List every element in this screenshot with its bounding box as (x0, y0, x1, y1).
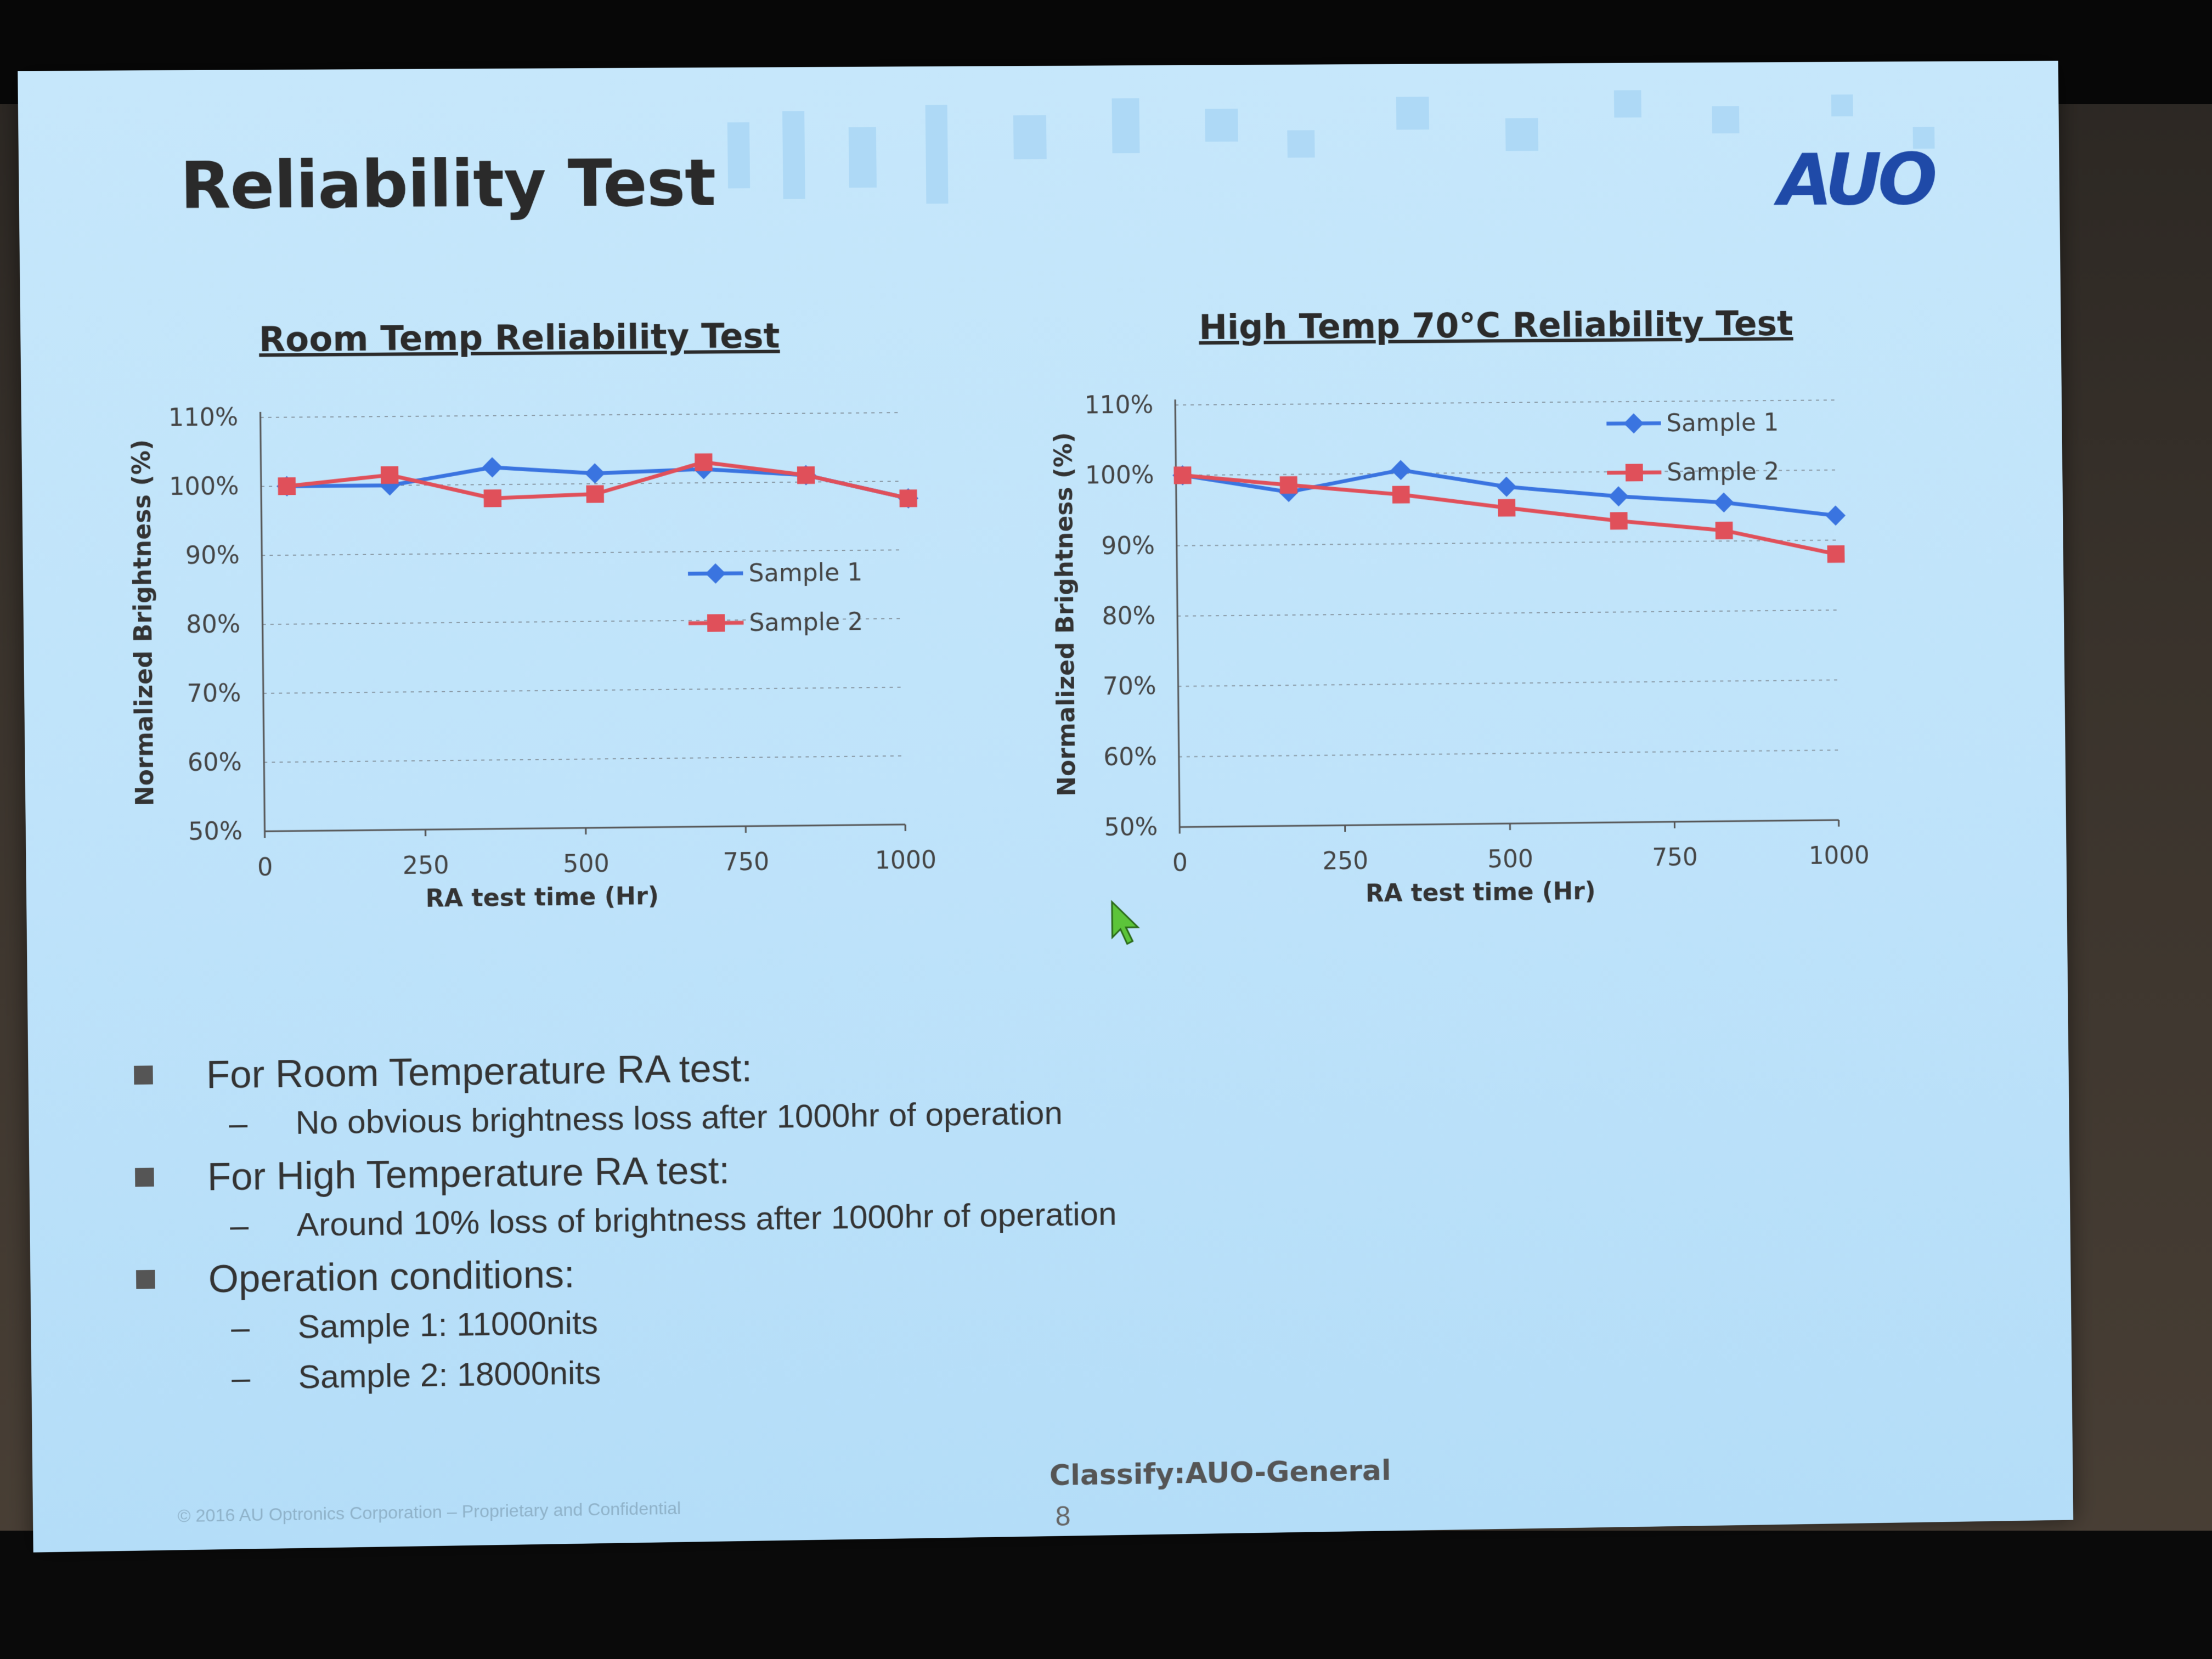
sub-bullet-item: – No obvious brightness loss after 1000hr… (134, 1087, 1565, 1143)
bullet-square-icon (136, 1270, 155, 1289)
y-tick-label: 100% (1085, 461, 1154, 490)
chart-title-room-temp: Room Temp Reliability Test (259, 316, 780, 360)
gridline (1178, 680, 1837, 687)
bullet-text: Operation conditions: (208, 1252, 575, 1301)
x-tick-label: 250 (1322, 847, 1368, 876)
gridline (262, 550, 902, 555)
x-tick-label: 500 (1487, 845, 1533, 874)
dash-marker: – (230, 1206, 249, 1245)
classification-label: Classify:AUO-General (1049, 1454, 1391, 1493)
y-tick-label: 60% (1103, 743, 1157, 771)
bullet-item: For Room Temperature RA test: (134, 1036, 1565, 1098)
data-point-sample2 (899, 489, 917, 507)
gridline (1177, 610, 1836, 616)
bullet-item: For High Temperature RA test: (135, 1137, 1566, 1200)
gridline (264, 756, 905, 763)
data-point-sample1 (482, 457, 503, 477)
projector-bottom-border (0, 1531, 2212, 1659)
gridline (1179, 750, 1838, 757)
x-tick-label: 0 (1172, 849, 1188, 877)
y-tick-label: 90% (185, 541, 240, 570)
x-axis-label-high-temp: RA test time (Hr) (1365, 877, 1596, 907)
y-tick-label: 80% (186, 610, 241, 639)
data-point-sample2 (278, 477, 296, 495)
data-point-sample2 (1498, 499, 1515, 517)
x-tick-label: 750 (723, 848, 770, 877)
legend-marker-sample1 (706, 563, 726, 584)
sub-bullet-text: No obvious brightness loss after 1000hr … (295, 1094, 1063, 1141)
x-tick-label: 0 (257, 854, 273, 882)
bullet-square-icon (135, 1168, 154, 1187)
gridline (261, 413, 901, 417)
y-tick-label: 90% (1101, 532, 1155, 560)
data-point-sample1 (1391, 460, 1411, 480)
legend-label: Sample 1 (748, 558, 862, 588)
bullet-text: For High Temperature RA test: (207, 1149, 730, 1199)
sub-bullet-text: Sample 1: 11000nits (297, 1304, 598, 1345)
dash-marker: – (229, 1104, 247, 1143)
data-point-sample1 (1826, 505, 1846, 526)
x-tick-label: 1000 (875, 846, 937, 874)
y-tick-label: 110% (168, 403, 239, 432)
y-tick-label: 60% (188, 748, 242, 777)
dash-marker: – (231, 1308, 250, 1347)
data-point-sample2 (695, 453, 712, 471)
data-point-sample2 (1827, 545, 1845, 563)
bullet-square-icon (134, 1065, 153, 1085)
x-tick-label: 500 (563, 850, 610, 878)
dash-marker: – (232, 1358, 250, 1397)
y-axis-line (261, 412, 265, 831)
y-axis-line (1175, 399, 1180, 827)
data-point-sample2 (1280, 476, 1297, 494)
data-point-sample2 (1392, 486, 1410, 504)
legend-label: Sample 2 (749, 608, 863, 637)
chart-title-high-temp: High Temp 70°C Reliability Test (1199, 303, 1793, 347)
x-tick-label: 250 (403, 851, 449, 880)
sub-bullet-text: Around 10% loss of brightness after 1000… (296, 1195, 1116, 1243)
y-tick-label: 50% (1104, 813, 1158, 842)
y-tick-label: 50% (188, 817, 243, 846)
data-point-sample2 (1610, 512, 1628, 529)
gridline (1177, 540, 1836, 545)
x-axis-label-room-temp: RA test time (Hr) (425, 882, 659, 913)
y-axis-label-room-temp: Normalized Brightness (%) (127, 439, 160, 806)
gridline (1175, 400, 1834, 405)
y-tick-label: 80% (1102, 602, 1155, 630)
data-point-sample1 (1714, 493, 1734, 513)
y-tick-label: 70% (187, 679, 241, 708)
charts-area: Room Temp Reliability Test High Temp 70°… (18, 61, 2067, 978)
y-tick-label: 100% (169, 472, 239, 501)
data-point-sample1 (1497, 477, 1517, 497)
data-point-sample2 (797, 466, 815, 484)
data-point-sample2 (1716, 522, 1733, 539)
data-point-sample1 (585, 463, 605, 483)
data-point-sample2 (586, 485, 604, 503)
sub-bullet-item: – Sample 2: 18000nits (137, 1339, 1567, 1398)
presentation-slide: Reliability Test AUO Room Temp Reliabili… (18, 61, 2073, 1553)
x-tick-label: 750 (1652, 843, 1698, 871)
bullet-list: For Room Temperature RA test: – No obvious… (134, 1036, 1568, 1410)
legend-marker-sample2 (1626, 464, 1643, 481)
mouse-cursor-icon (1109, 899, 1143, 949)
legend-label: Sample 1 (1666, 409, 1779, 437)
legend-marker-sample1 (1624, 414, 1644, 434)
sub-bullet-text: Sample 2: 18000nits (298, 1354, 601, 1395)
data-point-sample2 (381, 466, 399, 484)
copyright-text: © 2016 AU Optronics Corporation – Propri… (177, 1498, 681, 1527)
y-tick-label: 70% (1103, 673, 1156, 701)
legend-marker-sample2 (707, 614, 725, 631)
page-number: 8 (1055, 1500, 1070, 1532)
sub-bullet-item: – Around 10% loss of brightness after 100… (136, 1189, 1566, 1246)
data-point-sample2 (484, 489, 502, 507)
y-tick-label: 110% (1084, 391, 1153, 420)
data-point-sample1 (1609, 486, 1628, 506)
x-tick-label: 1000 (1809, 842, 1870, 870)
gridline (263, 687, 904, 693)
y-axis-label-high-temp: Normalized Brightness (%) (1049, 432, 1081, 797)
bullet-text: For Room Temperature RA test: (206, 1047, 753, 1097)
legend-label: Sample 2 (1667, 458, 1779, 487)
data-point-sample2 (1173, 466, 1191, 484)
